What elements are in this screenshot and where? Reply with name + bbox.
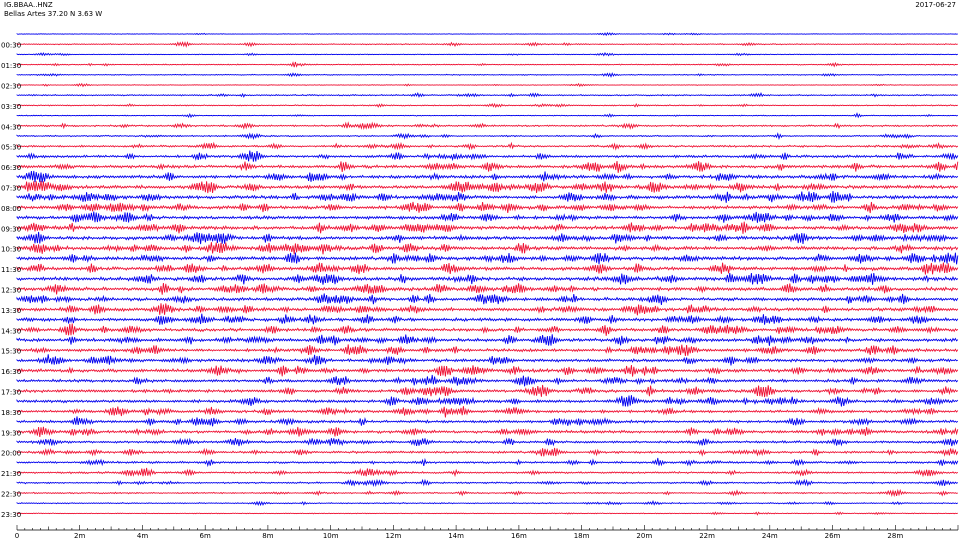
trace-line xyxy=(16,395,959,407)
row-time-label: 22:30 xyxy=(1,491,21,499)
x-tick-label: 28m xyxy=(887,532,903,540)
row-time-label: 18:30 xyxy=(1,409,21,417)
row-label-group: 00:30 01:30 02:30 03:30 04:30 05:30 06:30 07:30… xyxy=(1,42,21,519)
row-time-label: 00:30 xyxy=(1,42,21,50)
trace-line xyxy=(16,150,959,162)
trace-line xyxy=(16,426,959,437)
x-tick-label: 2m xyxy=(74,532,85,540)
trace-line xyxy=(16,437,959,447)
x-tick-label: 0 xyxy=(15,532,19,540)
trace-line xyxy=(16,112,959,119)
trace-line xyxy=(16,478,959,488)
station-code: IG.BBAA..HNZ xyxy=(4,1,53,9)
row-time-label: 09:30 xyxy=(1,225,21,233)
row-time-label: 15:30 xyxy=(1,348,21,356)
trace-line xyxy=(16,231,959,245)
trace-line xyxy=(16,191,959,203)
trace-line xyxy=(16,141,959,151)
row-time-label: 23:30 xyxy=(1,511,21,519)
trace-line xyxy=(16,293,959,305)
trace-line xyxy=(16,354,959,366)
trace-line xyxy=(16,201,959,214)
row-time-label: 05:30 xyxy=(1,144,21,152)
trace-line xyxy=(16,170,959,183)
x-tick-label: 4m xyxy=(137,532,148,540)
x-tick-label: 12m xyxy=(386,532,402,540)
x-tick-label: 24m xyxy=(762,532,778,540)
trace-line xyxy=(16,416,959,427)
row-time-label: 07:30 xyxy=(1,185,21,193)
row-time-label: 06:30 xyxy=(1,164,21,172)
x-tick-label: 16m xyxy=(511,532,527,540)
trace-line xyxy=(16,252,959,265)
trace-group xyxy=(16,32,959,516)
x-tick-label: 20m xyxy=(636,532,652,540)
trace-line xyxy=(16,384,959,398)
trace-line xyxy=(16,61,958,68)
trace-line xyxy=(16,406,959,418)
row-time-label: 16:30 xyxy=(1,368,21,376)
trace-line xyxy=(16,344,959,356)
trace-line xyxy=(16,447,959,457)
trace-line xyxy=(16,221,959,234)
trace-line xyxy=(16,283,959,295)
x-tick-label: 8m xyxy=(262,532,273,540)
trace-line xyxy=(16,511,958,516)
trace-line xyxy=(16,323,959,336)
row-time-label: 12:30 xyxy=(1,287,21,295)
trace-line xyxy=(16,334,959,346)
x-tick-label: 14m xyxy=(448,532,464,540)
trace-line xyxy=(16,499,959,507)
row-time-label: 01:30 xyxy=(1,62,21,70)
trace-line xyxy=(16,102,958,109)
row-time-label: 21:30 xyxy=(1,470,21,478)
row-time-label: 10:30 xyxy=(1,246,21,254)
row-time-label: 17:30 xyxy=(1,389,21,397)
x-tick-label: 10m xyxy=(323,532,339,540)
x-tick-label: 26m xyxy=(825,532,841,540)
trace-line xyxy=(16,72,958,78)
row-time-label: 02:30 xyxy=(1,83,21,91)
x-tick-label: 18m xyxy=(574,532,590,540)
trace-line xyxy=(16,160,959,173)
station-location: Bellas Artes 37.20 N 3.63 W xyxy=(4,10,103,18)
trace-line xyxy=(16,211,959,223)
trace-line xyxy=(16,488,958,498)
row-time-label: 08:00 xyxy=(1,205,21,213)
trace-line xyxy=(16,82,958,88)
trace-line xyxy=(16,374,959,387)
row-time-label: 11:30 xyxy=(1,266,21,274)
trace-line xyxy=(16,457,959,468)
row-time-label: 14:30 xyxy=(1,327,21,335)
trace-line xyxy=(16,121,958,131)
trace-line xyxy=(16,313,959,325)
row-time-label: 20:00 xyxy=(1,450,21,458)
trace-line xyxy=(16,180,959,194)
trace-line xyxy=(16,32,958,37)
record-date: 2017-06-27 xyxy=(915,1,956,9)
x-axis: 0 2m 4m 6m 8m 10m 12m 14m 16m 18m 20m 22m 24m 26m 28m xyxy=(15,525,959,540)
row-time-label: 13:30 xyxy=(1,307,21,315)
trace-line xyxy=(16,52,958,57)
trace-line xyxy=(16,364,959,377)
row-time-label: 19:30 xyxy=(1,429,21,437)
trace-line xyxy=(16,272,959,285)
trace-line xyxy=(16,303,959,316)
trace-line xyxy=(16,467,959,478)
trace-line xyxy=(16,242,959,255)
row-time-label: 04:30 xyxy=(1,123,21,131)
row-time-label: 03:30 xyxy=(1,103,21,111)
trace-line xyxy=(16,262,959,275)
x-tick-label: 22m xyxy=(699,532,715,540)
trace-line xyxy=(16,132,959,141)
trace-line xyxy=(16,41,958,48)
x-tick-label: 6m xyxy=(200,532,211,540)
trace-line xyxy=(16,91,958,98)
